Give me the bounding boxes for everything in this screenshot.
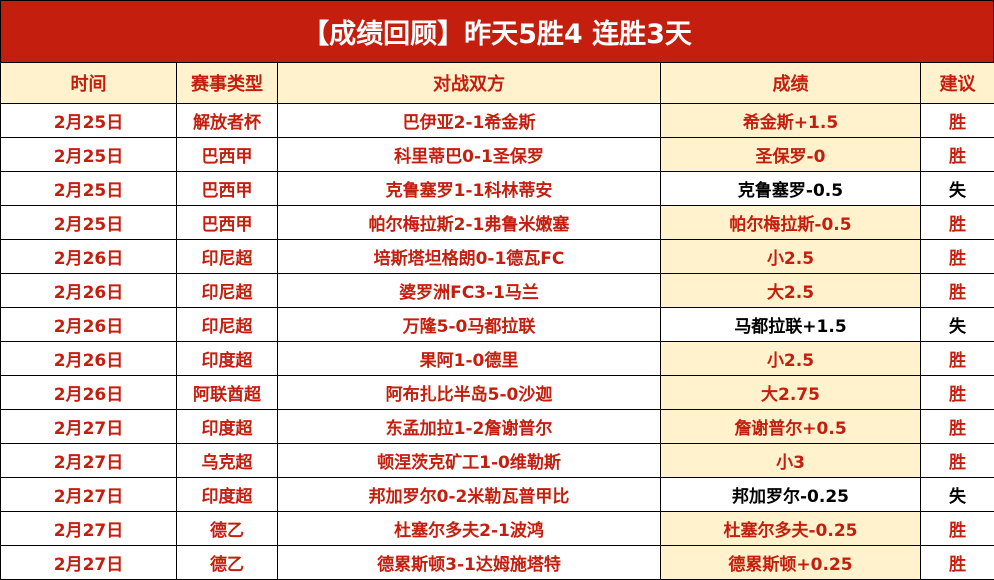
header-result: 成绩 xyxy=(661,63,921,104)
result-cell: 小2.5 xyxy=(661,342,921,376)
date-cell: 2月27日 xyxy=(1,410,177,444)
league-cell: 巴西甲 xyxy=(177,206,278,240)
league-cell: 乌克超 xyxy=(177,444,278,478)
date-cell: 2月25日 xyxy=(1,138,177,172)
date-cell: 2月27日 xyxy=(1,546,177,580)
match-cell: 顿涅茨克矿工1-0维勒斯 xyxy=(278,444,661,478)
header-league: 赛事类型 xyxy=(177,63,278,104)
date-cell: 2月26日 xyxy=(1,342,177,376)
verdict-cell: 胜 xyxy=(921,274,994,308)
result-cell: 希金斯+1.5 xyxy=(661,104,921,138)
verdict-cell: 胜 xyxy=(921,410,994,444)
match-cell: 杜塞尔多夫2-1波鸿 xyxy=(278,512,661,546)
verdict-cell: 胜 xyxy=(921,512,994,546)
result-cell: 克鲁塞罗-0.5 xyxy=(661,172,921,206)
verdict-cell: 胜 xyxy=(921,240,994,274)
match-cell: 万隆5-0马都拉联 xyxy=(278,308,661,342)
match-cell: 阿布扎比半岛5-0沙迦 xyxy=(278,376,661,410)
league-cell: 印尼超 xyxy=(177,274,278,308)
league-cell: 印度超 xyxy=(177,410,278,444)
header-verdict: 建议 xyxy=(921,63,994,104)
result-cell: 马都拉联+1.5 xyxy=(661,308,921,342)
result-cell: 小3 xyxy=(661,444,921,478)
verdict-cell: 胜 xyxy=(921,138,994,172)
verdict-cell: 胜 xyxy=(921,376,994,410)
league-cell: 德乙 xyxy=(177,546,278,580)
match-cell: 东孟加拉1-2詹谢普尔 xyxy=(278,410,661,444)
date-cell: 2月26日 xyxy=(1,240,177,274)
verdict-cell: 失 xyxy=(921,172,994,206)
league-cell: 德乙 xyxy=(177,512,278,546)
match-cell: 果阿1-0德里 xyxy=(278,342,661,376)
verdict-cell: 胜 xyxy=(921,206,994,240)
match-cell: 培斯塔坦格朗0-1德瓦FC xyxy=(278,240,661,274)
verdict-cell: 胜 xyxy=(921,104,994,138)
date-cell: 2月26日 xyxy=(1,308,177,342)
result-cell: 小2.5 xyxy=(661,240,921,274)
verdict-cell: 胜 xyxy=(921,444,994,478)
date-cell: 2月27日 xyxy=(1,444,177,478)
match-cell: 克鲁塞罗1-1科林蒂安 xyxy=(278,172,661,206)
result-cell: 杜塞尔多夫-0.25 xyxy=(661,512,921,546)
page-title: 【成绩回顾】昨天5胜4 连胜3天 xyxy=(0,0,994,62)
verdict-cell: 失 xyxy=(921,478,994,512)
result-cell: 詹谢普尔+0.5 xyxy=(661,410,921,444)
league-cell: 印尼超 xyxy=(177,308,278,342)
league-cell: 巴西甲 xyxy=(177,138,278,172)
date-cell: 2月25日 xyxy=(1,104,177,138)
date-cell: 2月26日 xyxy=(1,376,177,410)
league-cell: 印度超 xyxy=(177,342,278,376)
result-cell: 德累斯顿+0.25 xyxy=(661,546,921,580)
header-match: 对战双方 xyxy=(278,63,661,104)
verdict-cell: 胜 xyxy=(921,546,994,580)
league-cell: 阿联酋超 xyxy=(177,376,278,410)
date-cell: 2月25日 xyxy=(1,172,177,206)
date-cell: 2月27日 xyxy=(1,512,177,546)
result-cell: 大2.75 xyxy=(661,376,921,410)
results-table: 时间 赛事类型 对战双方 成绩 建议 2月25日解放者杯巴伊亚2-1希金斯希金斯… xyxy=(0,62,994,580)
date-cell: 2月27日 xyxy=(1,478,177,512)
match-cell: 科里蒂巴0-1圣保罗 xyxy=(278,138,661,172)
league-cell: 解放者杯 xyxy=(177,104,278,138)
date-cell: 2月26日 xyxy=(1,274,177,308)
league-cell: 巴西甲 xyxy=(177,172,278,206)
verdict-cell: 胜 xyxy=(921,342,994,376)
league-cell: 印度超 xyxy=(177,478,278,512)
result-cell: 帕尔梅拉斯-0.5 xyxy=(661,206,921,240)
result-cell: 大2.5 xyxy=(661,274,921,308)
result-cell: 邦加罗尔-0.25 xyxy=(661,478,921,512)
match-cell: 邦加罗尔0-2米勒瓦普甲比 xyxy=(278,478,661,512)
header-date: 时间 xyxy=(1,63,177,104)
match-cell: 巴伊亚2-1希金斯 xyxy=(278,104,661,138)
date-cell: 2月25日 xyxy=(1,206,177,240)
match-cell: 德累斯顿3-1达姆施塔特 xyxy=(278,546,661,580)
result-cell: 圣保罗-0 xyxy=(661,138,921,172)
header-row: 时间 赛事类型 对战双方 成绩 建议 xyxy=(1,63,994,104)
match-cell: 婆罗洲FC3-1马兰 xyxy=(278,274,661,308)
verdict-cell: 失 xyxy=(921,308,994,342)
match-cell: 帕尔梅拉斯2-1弗鲁米嫩塞 xyxy=(278,206,661,240)
league-cell: 印尼超 xyxy=(177,240,278,274)
